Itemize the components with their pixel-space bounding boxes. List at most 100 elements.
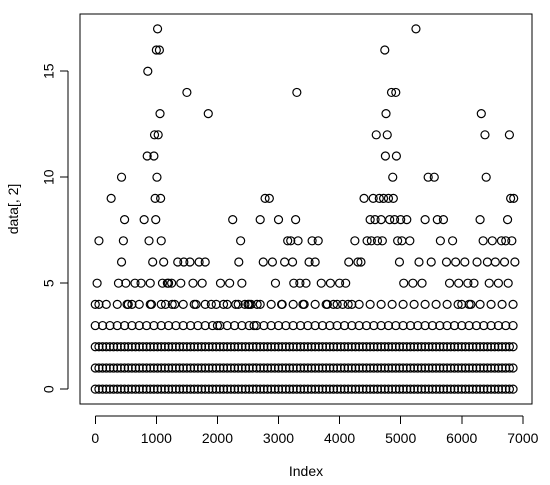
data-point-y2 — [255, 342, 265, 352]
data-point — [231, 299, 241, 309]
data-point — [402, 215, 412, 225]
data-point — [457, 299, 467, 309]
data-point-y0 — [204, 384, 214, 394]
data-point-y1 — [303, 363, 313, 373]
data-point-y3 — [259, 320, 269, 331]
data-point-y0 — [369, 384, 379, 394]
data-point-y2 — [141, 342, 152, 352]
data-point-y1 — [482, 363, 493, 373]
data-point — [391, 151, 401, 161]
data-point — [365, 215, 375, 225]
data-point-y0 — [185, 384, 196, 394]
data-point — [372, 236, 383, 246]
data-point-y0 — [112, 384, 122, 394]
ticks-layer — [60, 70, 524, 424]
data-point — [405, 236, 415, 246]
data-point-y2 — [215, 342, 225, 352]
data-point — [490, 257, 500, 267]
data-point — [417, 278, 427, 288]
data-point-y0 — [347, 384, 357, 394]
data-point — [423, 172, 433, 182]
data-point-y0 — [200, 384, 210, 394]
data-point-y1 — [233, 363, 243, 373]
data-point-y0 — [310, 384, 320, 394]
data-point-y0 — [288, 384, 298, 394]
data-point-y1 — [251, 363, 262, 373]
data-point-y2 — [295, 342, 306, 352]
data-point-y3 — [244, 320, 254, 331]
data-point-y2 — [292, 342, 302, 352]
data-point-y0 — [453, 384, 463, 394]
data-point-y0 — [262, 384, 273, 394]
data-point-y2 — [405, 342, 416, 352]
data-point-y1 — [372, 363, 383, 373]
data-point-y3 — [273, 320, 284, 331]
data-point-y0 — [292, 384, 302, 394]
data-point-y2 — [156, 342, 166, 352]
data-point-y3 — [266, 320, 276, 331]
data-point — [130, 278, 140, 288]
data-point — [291, 215, 301, 225]
x-tick-label: 5000 — [385, 430, 416, 446]
data-point-y0 — [328, 384, 339, 394]
data-point-y1 — [460, 363, 471, 373]
data-point-y1 — [391, 363, 401, 373]
data-point-y1 — [178, 363, 188, 373]
data-point-y0 — [394, 384, 405, 394]
data-point-y3 — [398, 320, 408, 331]
data-point-y3 — [105, 320, 115, 331]
data-point — [476, 109, 486, 119]
data-point-y1 — [471, 363, 482, 373]
data-point-y2 — [453, 342, 463, 352]
data-point-y0 — [244, 384, 254, 394]
data-point — [385, 215, 395, 225]
data-point-y3 — [156, 320, 166, 331]
data-point-y3 — [193, 320, 203, 331]
data-point — [258, 257, 268, 267]
data-point-y0 — [138, 384, 148, 394]
data-point-y1 — [328, 363, 339, 373]
y-tick-label: 10 — [41, 169, 57, 185]
data-point-y2 — [321, 342, 331, 352]
data-point-y0 — [479, 384, 489, 394]
data-point-y2 — [394, 342, 405, 352]
data-point-y0 — [163, 384, 174, 394]
y-tick-label: 0 — [41, 385, 57, 393]
data-point-y4 — [266, 299, 276, 309]
data-point-y2 — [497, 342, 507, 352]
data-point-y4 — [354, 299, 364, 309]
data-point — [286, 236, 296, 246]
data-point-y2 — [468, 342, 478, 352]
data-point-y0 — [449, 384, 460, 394]
data-point — [383, 193, 394, 203]
data-point — [156, 193, 166, 203]
data-point — [280, 257, 290, 267]
data-point-y3 — [486, 320, 496, 331]
data-point-y1 — [490, 363, 500, 373]
data-point-y2 — [207, 342, 218, 352]
data-point-y0 — [427, 384, 438, 394]
data-point-y2 — [222, 342, 232, 352]
data-point-y3 — [237, 320, 247, 331]
data-point-y3 — [464, 320, 474, 331]
data-point — [106, 193, 116, 203]
data-point-y0 — [446, 384, 456, 394]
data-point-y3 — [112, 320, 122, 331]
data-point-y4 — [310, 299, 320, 309]
data-point-y1 — [442, 363, 452, 373]
data-point-y1 — [347, 363, 357, 373]
data-point — [289, 278, 299, 288]
data-point-y1 — [446, 363, 456, 373]
y-tick-label: 15 — [41, 63, 57, 79]
data-point-y1 — [413, 363, 423, 373]
data-point — [218, 299, 229, 309]
data-point — [313, 236, 323, 246]
data-point-y2 — [482, 342, 493, 352]
data-point-y1 — [343, 363, 353, 373]
data-point-y3 — [361, 320, 372, 331]
data-point-y1 — [284, 363, 295, 373]
data-point — [149, 151, 159, 161]
data-point-y1 — [193, 363, 203, 373]
data-point-y1 — [317, 363, 328, 373]
data-point-y0 — [464, 384, 474, 394]
